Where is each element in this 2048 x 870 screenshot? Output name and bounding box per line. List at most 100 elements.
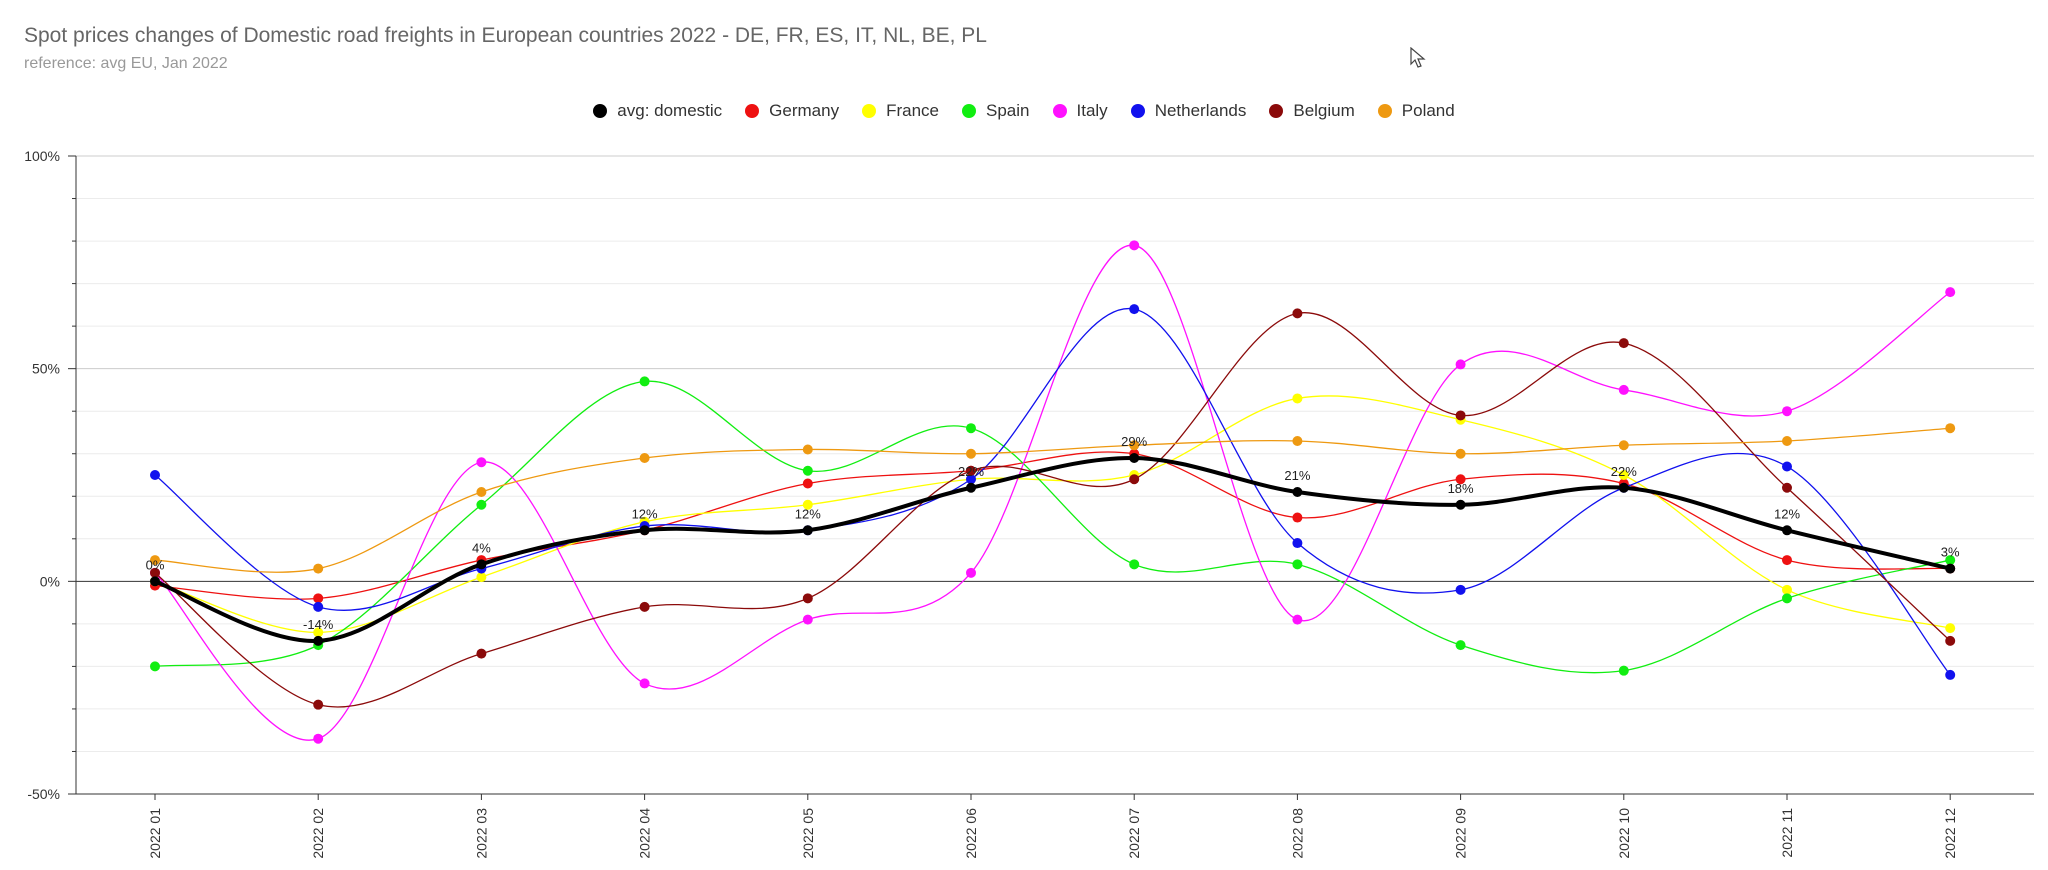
data-label: 12%: [632, 506, 658, 521]
data-label: 22%: [958, 464, 984, 479]
data-point-spain: [1129, 559, 1140, 570]
data-label: 4%: [472, 540, 491, 555]
data-point-italy: [313, 733, 324, 744]
chart-title: Spot prices changes of Domestic road fre…: [24, 24, 987, 47]
data-point-italy: [1782, 406, 1792, 417]
legend-marker-icon: [1130, 104, 1145, 118]
data-point-italy: [1618, 384, 1629, 395]
data-point-belgium: [1455, 410, 1466, 421]
data-point-poland: [966, 448, 976, 459]
y-tick-label: 0%: [40, 573, 60, 589]
data-point-france: [1618, 470, 1629, 480]
data-label: 0%: [146, 557, 165, 572]
data-point-poland: [1618, 440, 1629, 451]
data-point-poland: [1292, 435, 1303, 446]
data-point-netherlands: [966, 474, 976, 485]
legend-label: avg: domestic: [617, 101, 723, 120]
data-label: 18%: [1448, 481, 1474, 496]
data-point-france: [1782, 584, 1792, 595]
legend-marker-icon: [1269, 104, 1284, 118]
data-point-avg-domestic: [1129, 452, 1140, 463]
data-point-poland: [476, 487, 487, 498]
data-point-avg-domestic: [639, 525, 650, 536]
data-point-poland: [1945, 423, 1956, 434]
series-line-france: [154, 395, 1951, 634]
legend-marker-icon: [745, 104, 760, 118]
data-point-spain: [150, 661, 160, 672]
data-point-netherlands: [1945, 669, 1956, 680]
data-point-france: [313, 627, 324, 638]
data-point-belgium: [476, 648, 487, 659]
legend-item-poland[interactable]: Poland: [1377, 101, 1455, 121]
data-point-avg-domestic: [313, 635, 324, 646]
data-point-belgium: [639, 601, 650, 612]
data-point-spain: [476, 499, 487, 510]
x-tick-label: 2022 11: [1779, 808, 1795, 858]
data-label: 3%: [1941, 545, 1960, 560]
legend-item-netherlands[interactable]: Netherlands: [1130, 101, 1247, 121]
x-tick-label: 2022 07: [1126, 808, 1142, 859]
data-point-netherlands: [1782, 461, 1792, 472]
x-tick-label: 2022 01: [147, 808, 163, 859]
series-line-avg-domestic: [154, 455, 1951, 643]
data-point-avg-domestic: [1455, 499, 1466, 510]
data-label: 21%: [1284, 468, 1310, 483]
legend-label: Belgium: [1293, 101, 1355, 120]
data-point-netherlands: [313, 601, 324, 612]
data-point-germany: [1455, 474, 1466, 485]
data-point-italy: [1129, 240, 1140, 251]
data-point-poland: [150, 555, 160, 566]
legend: avg: domestic Germany France Spain Italy…: [0, 99, 2048, 123]
data-point-belgium: [966, 465, 976, 476]
legend-item-belgium[interactable]: Belgium: [1269, 101, 1355, 121]
data-point-netherlands: [1129, 304, 1140, 315]
data-point-belgium: [1618, 338, 1629, 349]
data-point-belgium: [1292, 308, 1303, 319]
x-tick-label: 2022 10: [1616, 808, 1632, 859]
data-point-germany: [802, 478, 813, 489]
y-tick-label: -50%: [27, 786, 60, 802]
legend-marker-icon: [862, 104, 877, 118]
data-point-netherlands: [1292, 538, 1303, 549]
data-point-italy: [1945, 287, 1956, 298]
data-label: 12%: [1774, 506, 1800, 521]
data-point-spain: [1455, 640, 1466, 651]
data-label: 29%: [1121, 434, 1147, 449]
data-point-avg-domestic: [1782, 525, 1792, 536]
x-tick-label: 2022 06: [963, 808, 979, 859]
legend-label: Netherlands: [1154, 101, 1247, 120]
data-point-spain: [1782, 593, 1792, 604]
legend-label: Italy: [1076, 101, 1108, 120]
data-point-germany: [313, 593, 324, 604]
data-point-netherlands: [150, 470, 160, 480]
series-line-italy: [154, 244, 1951, 741]
data-point-spain: [1292, 559, 1303, 570]
series-line-belgium: [154, 312, 1951, 708]
x-tick-label: 2022 04: [637, 808, 653, 859]
legend-item-france[interactable]: France: [862, 101, 939, 121]
data-point-belgium: [1129, 474, 1140, 485]
data-point-france: [802, 499, 813, 510]
legend-marker-icon: [1052, 104, 1067, 118]
legend-item-avg-domestic[interactable]: avg: domestic: [593, 101, 722, 121]
legend-label: France: [886, 101, 940, 120]
data-point-belgium: [150, 567, 160, 578]
data-point-italy: [1292, 614, 1303, 625]
legend-marker-icon: [962, 104, 977, 118]
x-tick-label: 2022 02: [310, 808, 326, 859]
legend-item-italy[interactable]: Italy: [1052, 101, 1108, 121]
data-point-poland: [1129, 440, 1140, 451]
legend-label: Spain: [986, 101, 1030, 120]
chart-subtitle: reference: avg EU, Jan 2022: [24, 55, 228, 72]
data-point-italy: [802, 614, 813, 625]
legend-marker-icon: [1377, 104, 1392, 118]
data-point-france: [1945, 623, 1956, 634]
data-point-avg-domestic: [1618, 482, 1629, 493]
x-tick-label: 2022 08: [1289, 808, 1305, 859]
y-tick-label: 100%: [24, 148, 60, 164]
legend-item-germany[interactable]: Germany: [745, 101, 839, 121]
data-point-belgium: [1945, 635, 1956, 646]
x-tick-label: 2022 12: [1942, 808, 1958, 859]
legend-item-spain[interactable]: Spain: [962, 101, 1030, 121]
